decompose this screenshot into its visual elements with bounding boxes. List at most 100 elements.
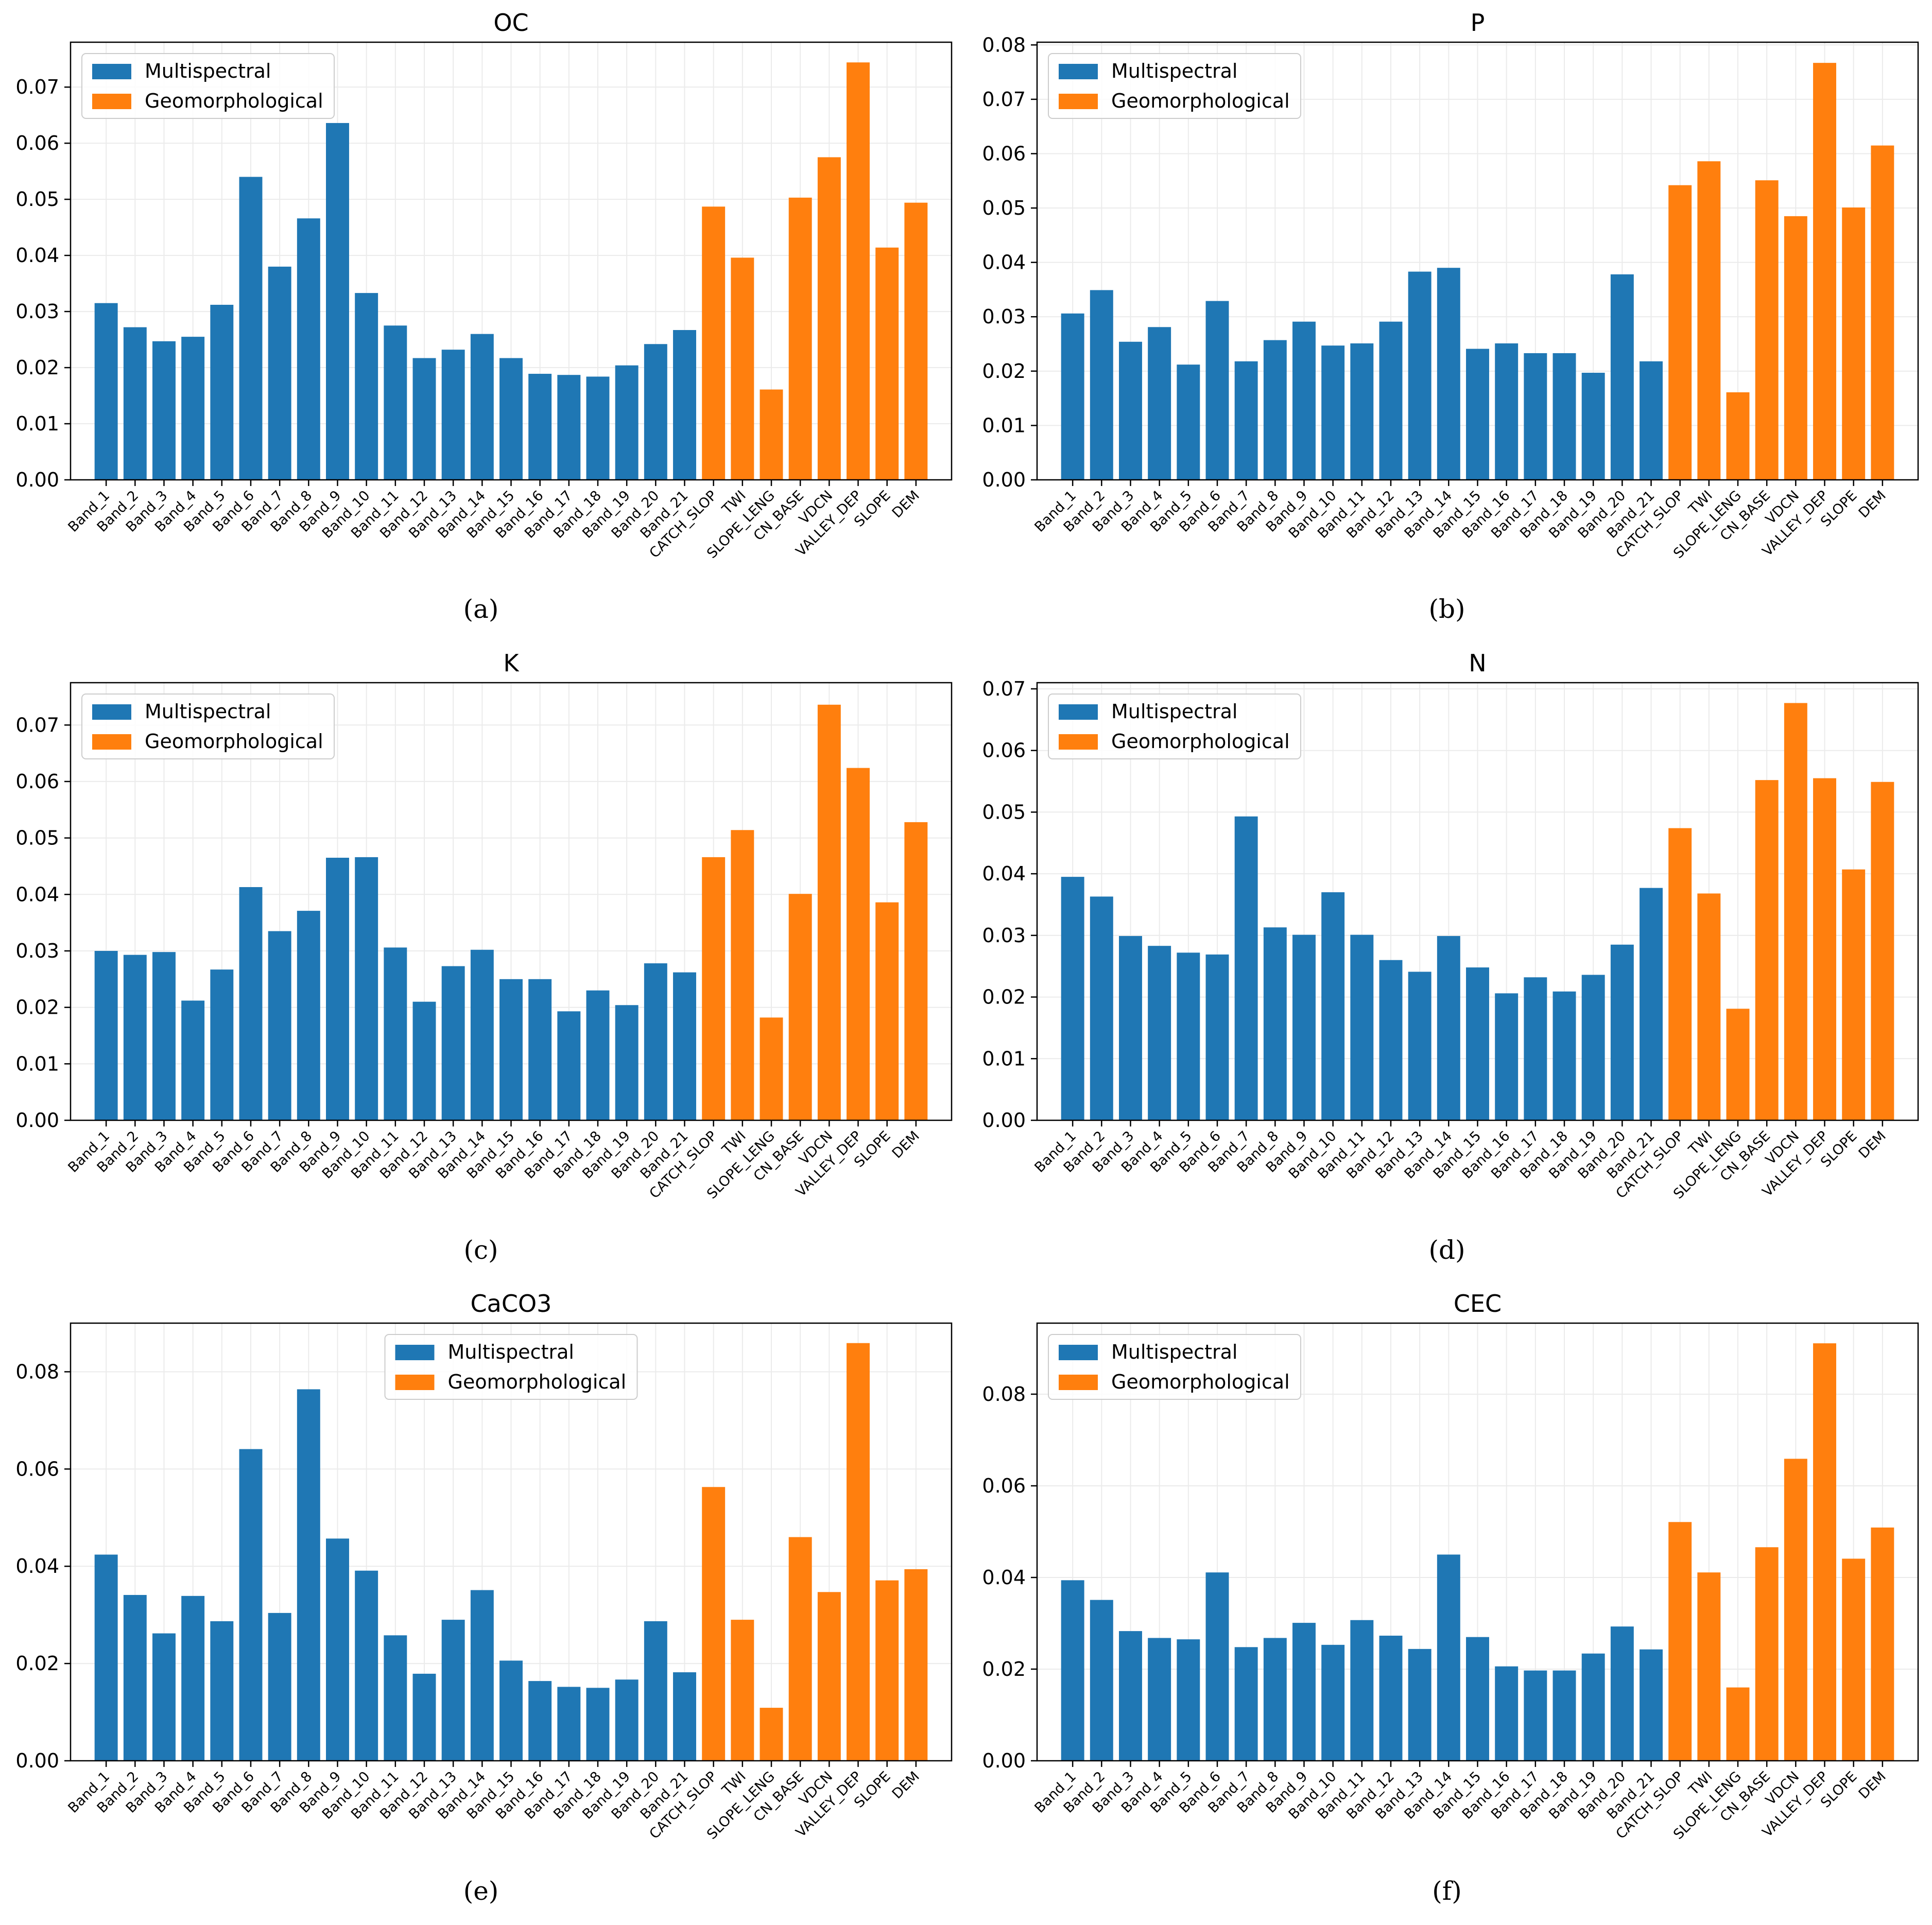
multispectral-bar-Band_18 xyxy=(586,990,610,1120)
multispectral-bar-Band_21 xyxy=(673,1672,696,1761)
multispectral-bar-Band_20 xyxy=(1610,274,1634,480)
legend: Multispectral Geomorphological xyxy=(1048,693,1301,759)
multispectral-bar-Band_7 xyxy=(268,266,291,480)
y-tick-label: 0.03 xyxy=(982,924,1026,947)
geomorphological-bar-SLOPE_LENG xyxy=(1726,1687,1750,1761)
geomorphological-bar-SLOPE_LENG xyxy=(1726,1009,1750,1120)
y-tick-label: 0.05 xyxy=(15,827,59,849)
multispectral-bar-Band_4 xyxy=(181,1000,205,1120)
multispectral-bar-Band_18 xyxy=(586,376,610,480)
multispectral-bar-Band_11 xyxy=(1350,1620,1374,1761)
multispectral-bar-Band_17 xyxy=(557,1687,581,1761)
multispectral-bar-Band_6 xyxy=(239,887,263,1120)
multispectral-bar-Band_2 xyxy=(123,327,147,480)
multispectral-bar-Band_21 xyxy=(1640,1649,1663,1761)
y-tick-label: 0.06 xyxy=(982,739,1026,762)
geomorphological-bar-CATCH_SLOP xyxy=(702,857,726,1120)
y-tick-label: 0.02 xyxy=(982,360,1026,383)
multispectral-bar-Band_10 xyxy=(355,857,378,1120)
chart-panel-2: 0.000.010.020.030.040.050.060.07Band_1Ba… xyxy=(15,649,953,1265)
multispectral-bar-Band_6 xyxy=(1205,301,1229,480)
geomorphological-bar-CN_BASE xyxy=(1755,180,1779,480)
multispectral-bar-Band_4 xyxy=(1148,327,1171,480)
y-tick-label: 0.00 xyxy=(15,1109,59,1132)
legend-swatch-multispectral xyxy=(92,704,131,720)
geomorphological-bar-DEM xyxy=(1871,782,1894,1120)
legend-box xyxy=(81,53,335,119)
multispectral-bar-Band_14 xyxy=(1437,1554,1460,1761)
legend-box xyxy=(1048,693,1301,759)
multispectral-bar-Band_19 xyxy=(615,1679,639,1761)
geomorphological-bar-VDCN xyxy=(1784,703,1807,1120)
multispectral-bar-Band_17 xyxy=(557,1011,581,1120)
legend: Multispectral Geomorphological xyxy=(384,1334,638,1400)
geomorphological-bar-VDCN xyxy=(817,704,841,1120)
multispectral-bar-Band_11 xyxy=(384,1635,407,1761)
y-tick-label: 0.02 xyxy=(15,1652,59,1675)
geomorphological-bar-TWI xyxy=(1697,161,1721,480)
legend-label-multispectral: Multispectral xyxy=(448,1341,574,1363)
chart-panel-0: 0.000.010.020.030.040.050.060.07Band_1Ba… xyxy=(15,9,953,624)
legend-swatch-multispectral xyxy=(92,64,131,79)
y-tick-label: 0.06 xyxy=(982,1475,1026,1497)
panel-caption: (e) xyxy=(463,1876,499,1906)
multispectral-bar-Band_12 xyxy=(412,1001,436,1120)
y-tick-label: 0.05 xyxy=(15,188,59,211)
geomorphological-bar-VDCN xyxy=(1784,216,1807,480)
legend-label-geomorphological: Geomorphological xyxy=(1111,730,1290,753)
multispectral-bar-Band_19 xyxy=(1581,975,1605,1120)
multispectral-bar-Band_5 xyxy=(210,969,234,1120)
chart-title: OC xyxy=(493,9,528,37)
multispectral-bar-Band_11 xyxy=(1350,934,1374,1120)
x-tick-label-DEM: DEM xyxy=(1856,1768,1889,1802)
multispectral-bar-Band_14 xyxy=(1437,268,1460,480)
multispectral-bar-Band_19 xyxy=(1581,1653,1605,1761)
y-tick-label: 0.08 xyxy=(982,1383,1026,1406)
multispectral-bar-Band_3 xyxy=(152,952,176,1120)
legend-label-multispectral: Multispectral xyxy=(1111,700,1237,723)
panel-caption: (d) xyxy=(1428,1235,1465,1265)
chart-panel-5: 0.000.020.040.060.08Band_1Band_2Band_3Ba… xyxy=(982,1290,1919,1906)
multispectral-bar-Band_7 xyxy=(1234,1647,1258,1761)
multispectral-bar-Band_4 xyxy=(1148,1638,1171,1761)
multispectral-bar-Band_17 xyxy=(1524,977,1547,1120)
geomorphological-bar-SLOPE xyxy=(1842,869,1866,1120)
geomorphological-bar-SLOPE_LENG xyxy=(760,389,783,480)
multispectral-bar-Band_4 xyxy=(181,1596,205,1761)
x-tick-label-DEM: DEM xyxy=(889,1128,923,1161)
multispectral-bar-Band_12 xyxy=(412,1673,436,1761)
multispectral-bar-Band_15 xyxy=(499,358,523,480)
multispectral-bar-Band_13 xyxy=(1408,972,1431,1120)
y-tick-label: 0.01 xyxy=(15,1052,59,1075)
legend-swatch-geomorphological xyxy=(1059,734,1098,750)
legend-swatch-geomorphological xyxy=(1059,1375,1098,1390)
legend-label-geomorphological: Geomorphological xyxy=(448,1371,627,1393)
y-tick-label: 0.04 xyxy=(982,1566,1026,1589)
multispectral-bar-Band_11 xyxy=(1350,343,1374,480)
multispectral-bar-Band_20 xyxy=(644,963,667,1120)
geomorphological-bar-DEM xyxy=(904,1569,928,1761)
legend-label-geomorphological: Geomorphological xyxy=(1111,1371,1290,1393)
legend-swatch-multispectral xyxy=(395,1345,435,1360)
multispectral-bar-Band_1 xyxy=(94,1554,118,1761)
multispectral-bar-Band_3 xyxy=(1119,936,1142,1120)
legend-label-geomorphological: Geomorphological xyxy=(145,90,323,112)
multispectral-bar-Band_20 xyxy=(1610,1626,1634,1761)
multispectral-bar-Band_9 xyxy=(326,123,349,480)
multispectral-bar-Band_9 xyxy=(1292,934,1316,1120)
geomorphological-bar-VALLEY_DEP xyxy=(1813,778,1836,1120)
geomorphological-bar-TWI xyxy=(1697,1572,1721,1761)
multispectral-bar-Band_14 xyxy=(470,1590,494,1761)
multispectral-bar-Band_5 xyxy=(210,305,234,480)
multispectral-bar-Band_10 xyxy=(1321,345,1345,480)
geomorphological-bar-SLOPE_LENG xyxy=(760,1708,783,1761)
multispectral-bar-Band_19 xyxy=(615,365,639,480)
legend-label-multispectral: Multispectral xyxy=(1111,1341,1237,1363)
geomorphological-bar-VALLEY_DEP xyxy=(847,768,870,1120)
y-tick-label: 0.08 xyxy=(982,33,1026,56)
y-tick-label: 0.05 xyxy=(982,801,1026,823)
multispectral-bar-Band_8 xyxy=(297,911,320,1120)
geomorphological-bar-CN_BASE xyxy=(788,1537,812,1761)
multispectral-bar-Band_8 xyxy=(297,218,320,480)
